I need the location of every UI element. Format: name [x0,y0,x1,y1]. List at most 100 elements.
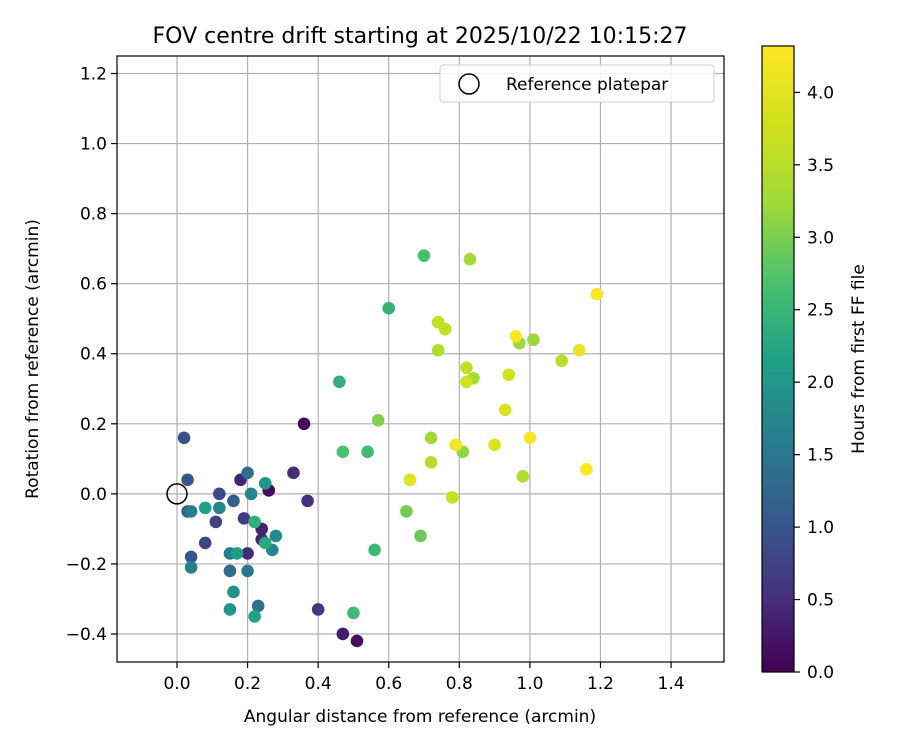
data-point [382,301,396,315]
data-point [244,487,258,501]
data-point [223,564,237,578]
data-point [502,368,516,382]
data-point [527,333,540,347]
data-point [248,515,261,529]
data-point [336,445,350,459]
data-point [311,603,325,616]
data-point [184,505,198,518]
data-point [350,634,364,648]
data-point [431,315,445,329]
data-point [241,547,254,560]
data-point [227,494,240,508]
x-tick-label: 1.4 [658,674,685,694]
data-point [241,564,254,578]
data-point [580,463,593,476]
data-point [555,354,568,368]
colorbar-tick-label: 0.0 [807,663,834,683]
colorbar-tick-label: 3.5 [807,156,834,176]
data-point [269,529,283,543]
y-axis: −0.4 −0.2 0.0 0.2 0.4 0.6 0.8 1.0 1.2 [66,65,117,645]
data-point [516,470,530,483]
colorbar-ticks: 0.0 0.5 1.0 1.5 2.0 2.5 3.0 3.5 4.0 [794,83,834,683]
data-point [463,252,477,266]
colorbar-gradient [761,45,795,673]
data-point [213,487,226,501]
data-point [209,515,223,529]
y-tick-label: −0.4 [66,625,107,645]
colorbar-tick-label: 0.5 [807,591,834,611]
y-tick-label: 1.0 [80,135,107,155]
y-tick-label: 1.2 [80,65,107,85]
data-point [301,494,314,508]
data-point [590,287,604,301]
data-point [248,610,261,623]
data-point [177,431,191,445]
data-point [347,606,360,620]
data-point [297,417,311,431]
chart-title: FOV centre drift starting at 2025/10/22 … [153,24,688,49]
x-tick-label: 0.6 [375,674,402,694]
y-tick-label: 0.4 [80,345,107,365]
colorbar-tick-label: 2.0 [807,373,834,393]
x-axis-label: Angular distance from reference (arcmin) [244,707,596,727]
colorbar-label: Hours from first FF file [849,264,869,454]
colorbar-tick-label: 2.5 [807,301,834,321]
data-point [368,543,381,557]
y-tick-label: 0.8 [80,205,107,225]
x-tick-label: 0.8 [446,674,473,694]
data-point [431,343,445,357]
colorbar-tick-label: 4.0 [807,83,834,103]
data-points [177,249,604,648]
data-point [241,466,254,480]
x-tick-label: 0.0 [163,674,190,694]
data-point [424,456,438,469]
colorbar-tick-label: 3.0 [807,228,834,248]
data-point [460,375,473,389]
data-point [198,501,212,515]
data-point [400,505,413,518]
data-point [258,536,272,550]
x-tick-label: 1.2 [587,674,614,694]
data-point [414,529,427,543]
data-point [509,329,523,343]
data-point [498,403,512,417]
plot-frame [116,55,725,663]
x-tick-label: 0.2 [234,674,261,694]
data-point [523,431,537,445]
y-tick-label: 0.6 [80,275,107,295]
data-point [417,249,431,262]
y-tick-label: 0.2 [80,415,107,435]
y-tick-label: −0.2 [66,555,107,575]
y-tick-label: 0.0 [80,485,107,505]
grid [117,56,724,662]
data-point [213,501,226,515]
data-point [227,585,240,599]
data-point [371,414,385,427]
y-axis-label: Rotation from reference (arcmin) [23,219,43,499]
data-point [445,491,459,504]
data-point [333,375,346,389]
data-point [460,361,473,375]
reference-marker [166,483,188,505]
data-point [287,466,300,480]
data-point [181,473,194,487]
data-point [251,599,265,613]
colorbar: 0.0 0.5 1.0 1.5 2.0 2.5 3.0 3.5 4.0 Hours from f… [761,45,869,683]
legend: Reference platepar [439,64,715,103]
data-point [258,477,272,490]
data-point [449,438,463,452]
data-point [230,547,244,560]
data-point [223,603,237,616]
data-point [198,536,212,550]
data-point [424,431,438,445]
x-tick-label: 1.0 [516,674,543,694]
legend-marker [458,73,480,95]
data-point [361,445,374,459]
data-point [403,473,417,487]
x-axis: 0.0 0.2 0.4 0.6 0.8 1.0 1.2 1.4 [163,662,685,694]
data-point [184,561,198,574]
data-point [184,550,198,564]
data-point [573,343,586,357]
data-point [237,512,251,525]
